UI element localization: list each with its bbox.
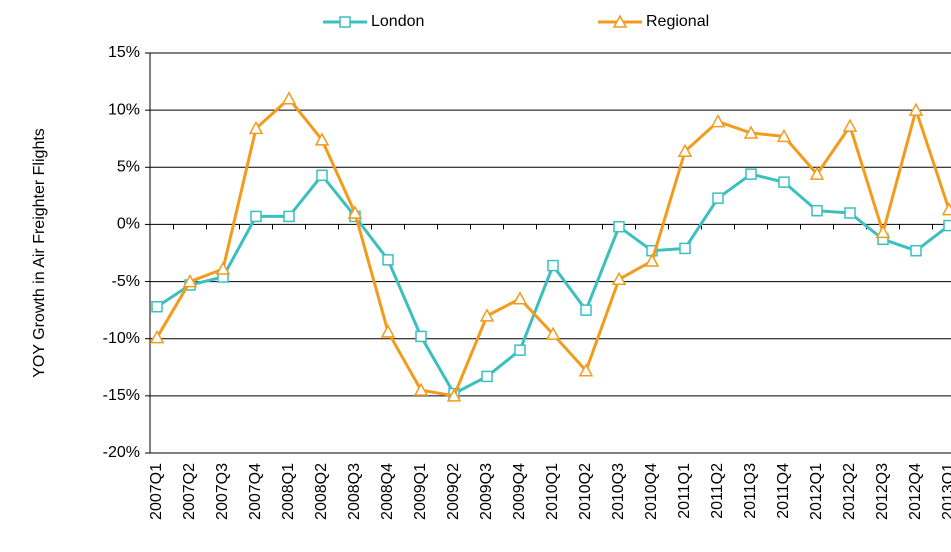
data-point [446, 388, 462, 402]
data-point [677, 143, 693, 158]
data-point [314, 132, 330, 146]
data-point [248, 120, 264, 135]
data-point [512, 291, 528, 305]
data-point [644, 253, 660, 267]
data-point [743, 125, 759, 139]
data-point [339, 16, 351, 28]
series-line [155, 96, 951, 398]
data-point [347, 205, 363, 219]
x-tick-label: 2012Q3 [874, 463, 891, 520]
data-point [613, 220, 625, 233]
x-tick-label: 2008Q4 [379, 463, 396, 520]
data-point [679, 242, 691, 255]
x-tick-label: 2013Q1 [940, 463, 951, 520]
x-tick-label: 2008Q2 [313, 463, 330, 520]
data-point [481, 370, 493, 383]
y-tick-label: -5% [112, 273, 140, 290]
data-point [283, 210, 295, 223]
x-tick-label: 2011Q4 [775, 463, 792, 519]
data-point [182, 274, 198, 288]
x-tick-label: 2011Q1 [676, 463, 693, 519]
data-point [545, 326, 561, 340]
data-point [281, 91, 297, 105]
data-point [712, 192, 724, 204]
data-point [778, 176, 790, 188]
data-point [580, 304, 592, 316]
x-tick-label: 2007Q1 [148, 463, 165, 520]
y-tick-label: -20% [103, 444, 140, 461]
data-point [413, 382, 429, 396]
data-point [250, 210, 262, 223]
x-tick-label: 2011Q2 [709, 463, 726, 519]
x-tick-label: 2009Q1 [412, 463, 429, 520]
data-point [710, 114, 726, 128]
x-tick-label: 2007Q2 [181, 463, 198, 520]
data-point [611, 271, 627, 286]
series-line [156, 172, 950, 396]
x-tick-label: 2008Q1 [280, 463, 297, 520]
y-tick-label: 10% [108, 101, 140, 118]
data-point [842, 118, 858, 132]
x-tick-label: 2009Q4 [511, 463, 528, 520]
x-tick-label: 2010Q1 [544, 463, 561, 520]
data-point [875, 224, 891, 239]
data-point [382, 254, 394, 266]
data-point [776, 128, 792, 143]
y-tick-label: -15% [103, 387, 140, 404]
data-point [151, 300, 163, 313]
x-tick-label: 2009Q3 [478, 463, 495, 520]
y-tick-label: 5% [117, 159, 140, 176]
y-tick-label: -10% [103, 330, 140, 347]
x-tick-label: 2008Q3 [346, 463, 363, 520]
x-tick-label: 2009Q2 [445, 463, 462, 520]
y-tick-label: 0% [117, 216, 140, 233]
data-point [844, 207, 856, 219]
y-axis-label: YOY Growth in Air Freighter Flights [31, 128, 48, 378]
x-tick-label: 2007Q3 [214, 463, 231, 520]
x-tick-label: 2010Q3 [610, 463, 627, 520]
data-point [380, 324, 396, 338]
x-tick-label: 2007Q4 [247, 463, 264, 520]
data-point [908, 102, 924, 116]
x-tick-label: 2010Q2 [577, 463, 594, 520]
data-point [910, 244, 922, 257]
data-point [941, 202, 951, 216]
data-point [612, 14, 628, 28]
data-point [316, 169, 328, 182]
data-point [415, 330, 427, 343]
data-point [479, 308, 495, 322]
x-tick-label: 2012Q1 [808, 463, 825, 520]
data-point [578, 363, 594, 377]
data-point [809, 166, 825, 180]
data-point [943, 219, 951, 232]
data-point [547, 259, 559, 272]
x-tick-label: 2011Q3 [742, 463, 759, 519]
data-point [149, 330, 165, 344]
data-point [514, 344, 526, 356]
legend-label: Regional [646, 13, 709, 30]
y-tick-label: 15% [108, 44, 140, 61]
x-tick-label: 2012Q4 [907, 463, 924, 520]
x-tick-label: 2010Q4 [643, 463, 660, 520]
x-tick-label: 2012Q2 [841, 463, 858, 520]
data-point [745, 168, 757, 180]
data-point [811, 204, 823, 217]
data-point [215, 261, 231, 275]
legend-label: London [371, 13, 424, 30]
